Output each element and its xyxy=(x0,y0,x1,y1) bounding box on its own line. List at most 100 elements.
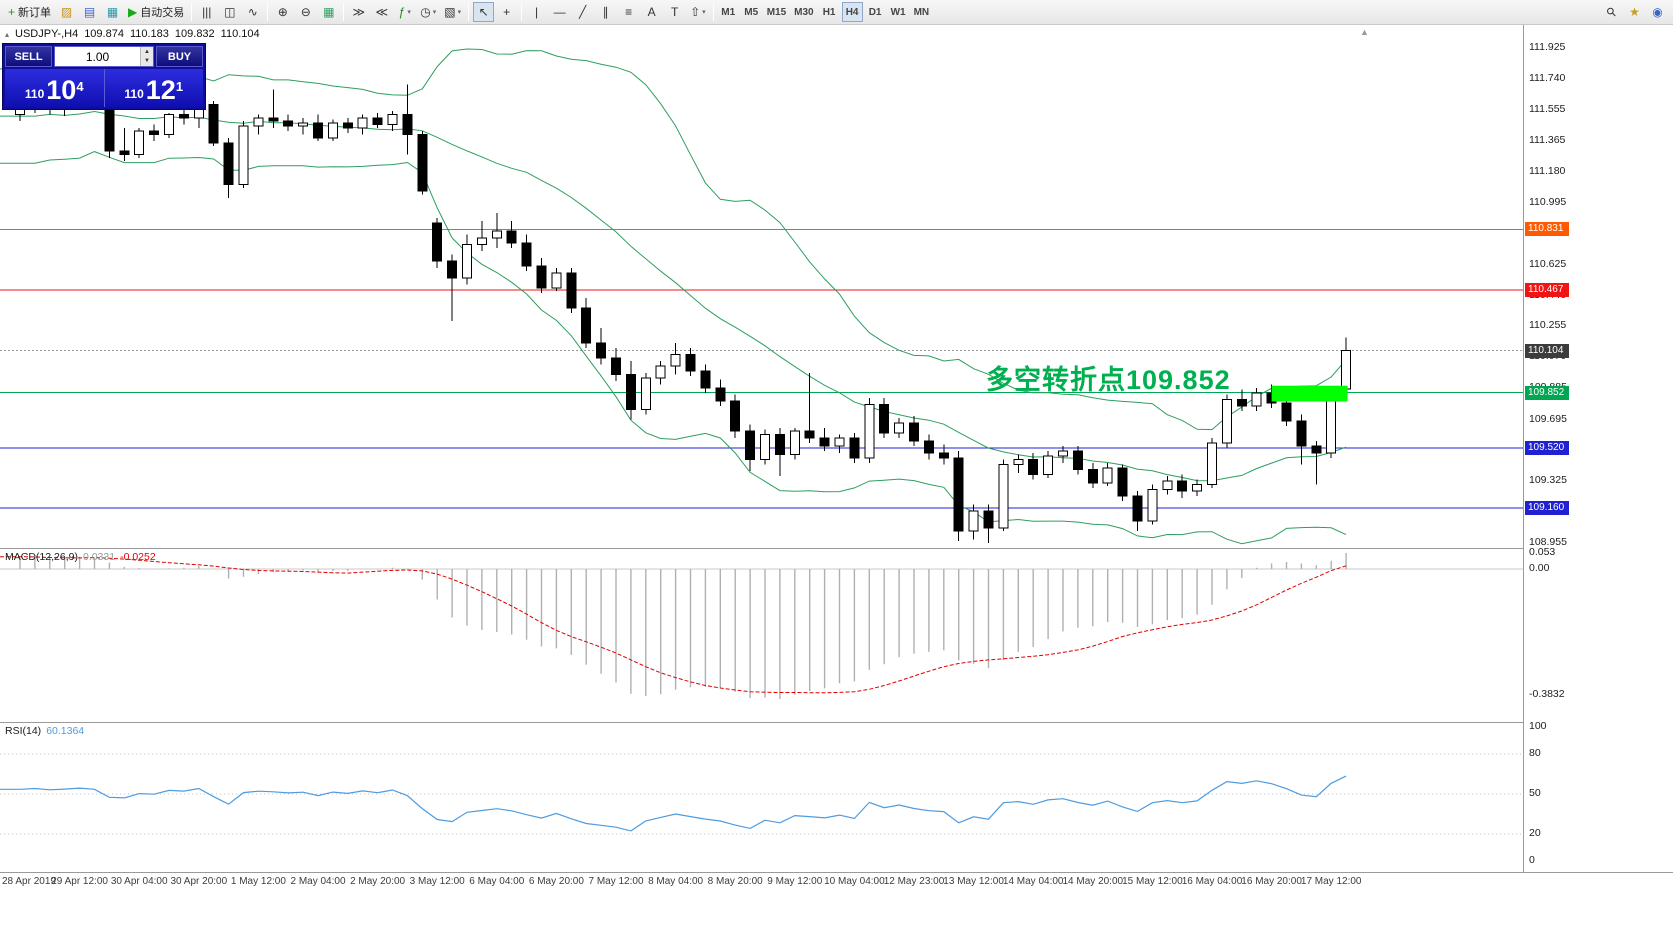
volume-down-button[interactable]: ▼ xyxy=(141,56,153,66)
tf-m15-button[interactable]: M15 xyxy=(764,2,789,22)
rsi-panel[interactable] xyxy=(0,722,1523,872)
price-tick: 108.955 xyxy=(1529,536,1567,548)
zoom-in-button[interactable]: ⊕ xyxy=(272,2,293,22)
templates-button[interactable]: ▧ ▾ xyxy=(441,2,464,22)
candle xyxy=(357,117,368,129)
periods-button[interactable]: ◷ ▾ xyxy=(417,2,439,22)
candle xyxy=(715,387,726,402)
autotrading-button[interactable]: ▶ 自动交易 xyxy=(125,2,187,22)
candle xyxy=(298,122,309,127)
cursor-button[interactable]: ↖ xyxy=(473,2,495,22)
tf-h1-button[interactable]: H1 xyxy=(819,2,840,22)
bar-chart-button[interactable]: ||| xyxy=(196,2,217,22)
tf-m30-button[interactable]: M30 xyxy=(791,2,816,22)
time-label: 30 Apr 04:00 xyxy=(110,876,168,887)
candle xyxy=(1013,459,1024,465)
arrows-button[interactable]: ⇧ ▾ xyxy=(687,2,709,22)
buy-button[interactable]: BUY xyxy=(156,46,203,67)
buy-price[interactable]: 110 12 1 xyxy=(105,69,204,107)
crosshair-button[interactable]: + xyxy=(496,2,517,22)
candle xyxy=(998,464,1009,529)
candle xyxy=(313,122,323,139)
trendline-icon: ╱ xyxy=(578,5,587,19)
time-label: 30 Apr 20:00 xyxy=(170,876,228,887)
volume-spinner: ▲ ▼ xyxy=(140,47,153,66)
candle xyxy=(447,260,458,279)
bollinger-upper xyxy=(0,48,1347,431)
tf-m1-button[interactable]: M1 xyxy=(718,2,739,22)
annotation-text[interactable]: 多空转折点109.852 xyxy=(986,365,1231,395)
candle xyxy=(879,404,890,434)
charts-button[interactable]: ▨ xyxy=(56,2,77,22)
chart-shift-button[interactable]: ≪ xyxy=(371,2,392,22)
bollinger-middle xyxy=(0,110,1347,482)
price-tick: 109.325 xyxy=(1529,474,1567,486)
candle xyxy=(342,122,353,129)
market-watch-button[interactable]: ▤ xyxy=(79,2,100,22)
toolbar-separator xyxy=(343,3,345,21)
favorites-button[interactable]: ★ xyxy=(1624,2,1645,22)
candle xyxy=(1326,392,1337,454)
candle xyxy=(834,437,845,447)
buy-price-big: 12 xyxy=(145,75,176,105)
price-tag-109.520: 109.520 xyxy=(1525,441,1569,455)
tf-mn-button[interactable]: MN xyxy=(911,2,933,22)
tf-h4-button[interactable]: H4 xyxy=(841,2,863,22)
indicators-icon: ƒ xyxy=(398,5,406,19)
ohlc-high: 110.183 xyxy=(129,28,169,40)
candlestick-chart-button[interactable]: ◫ xyxy=(219,2,240,22)
sell-price[interactable]: 110 10 4 xyxy=(5,69,104,107)
sell-button[interactable]: SELL xyxy=(5,46,52,67)
text-button[interactable]: A xyxy=(641,2,662,22)
search-button[interactable]: ⚲ xyxy=(1601,2,1622,22)
vertical-line-icon: | xyxy=(535,5,539,19)
volume-up-button[interactable]: ▲ xyxy=(141,47,153,57)
vertical-line-button[interactable]: | xyxy=(526,2,547,22)
tf-h1-label: H1 xyxy=(822,6,836,18)
candle xyxy=(864,404,875,459)
candle xyxy=(134,130,145,155)
candle xyxy=(223,142,234,186)
candle xyxy=(670,354,681,367)
price-chart[interactable] xyxy=(0,25,1523,548)
zoom-out-button[interactable]: ⊖ xyxy=(295,2,316,22)
sell-price-prefix: 110 xyxy=(24,87,45,101)
candle xyxy=(1147,489,1158,522)
tf-h4-label: H4 xyxy=(845,6,859,18)
highlight-rectangle[interactable] xyxy=(1271,385,1348,402)
candle xyxy=(1221,399,1232,444)
sell-price-sup: 4 xyxy=(76,79,84,94)
horizontal-line-button[interactable]: — xyxy=(549,2,570,22)
grid-button[interactable]: ▦ xyxy=(318,2,339,22)
macd-tick: 0.00 xyxy=(1529,562,1550,574)
tf-m5-button[interactable]: M5 xyxy=(741,2,762,22)
trendline-button[interactable]: ╱ xyxy=(572,2,593,22)
auto-scroll-button[interactable]: ≫ xyxy=(348,2,369,22)
new-order-button[interactable]: + 新订单 xyxy=(5,2,54,22)
macd-panel[interactable] xyxy=(0,548,1523,722)
line-chart-button[interactable]: ∿ xyxy=(242,2,263,22)
time-label: 2 May 20:00 xyxy=(350,876,406,887)
navigator-button[interactable]: ▦ xyxy=(102,2,123,22)
candle xyxy=(1132,495,1143,522)
candle xyxy=(417,134,428,192)
symbol-name: USDJPY-,H4 xyxy=(15,28,79,40)
text-label-button[interactable]: T xyxy=(664,2,685,22)
candle xyxy=(1311,445,1322,454)
market-watch-icon: ▤ xyxy=(83,5,96,19)
time-label: 14 May 20:00 xyxy=(1062,876,1124,887)
tf-w1-button[interactable]: W1 xyxy=(888,2,909,22)
volume-input[interactable] xyxy=(55,47,140,66)
sell-price-big: 10 xyxy=(46,75,77,105)
chart-scroll-indicator-icon: ▲ xyxy=(1360,27,1369,37)
community-button[interactable]: ◉ xyxy=(1647,2,1668,22)
volume-field: ▲ ▼ xyxy=(54,46,154,67)
tf-d1-button[interactable]: D1 xyxy=(865,2,886,22)
one-click-toggle-icon[interactable]: ▴ xyxy=(5,29,10,39)
fibonacci-button[interactable]: ≡ xyxy=(618,2,639,22)
candle xyxy=(760,434,770,460)
channel-button[interactable]: ∥ xyxy=(595,2,616,22)
indicators-button[interactable]: ƒ ▾ xyxy=(394,2,415,22)
